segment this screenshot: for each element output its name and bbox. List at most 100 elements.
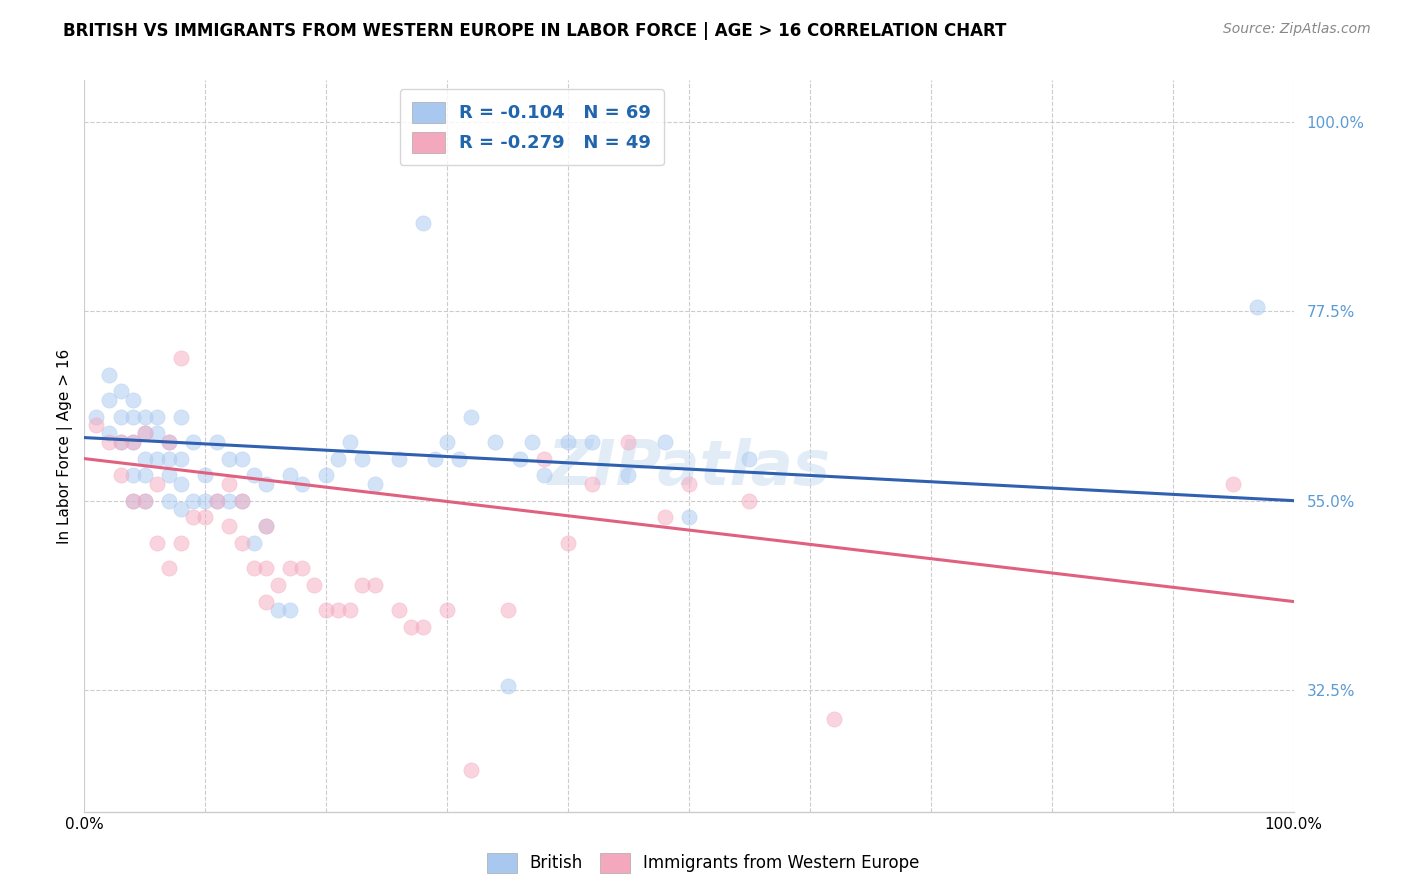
Point: [1222, 476, 1244, 491]
Point: [654, 510, 676, 524]
Point: [194, 493, 217, 508]
Point: [254, 519, 277, 533]
Point: [181, 510, 204, 524]
Point: [315, 468, 337, 483]
Point: [86, 417, 108, 432]
Point: [170, 476, 193, 491]
Point: [157, 451, 180, 466]
Point: [254, 594, 277, 608]
Point: [738, 493, 761, 508]
Point: [218, 493, 240, 508]
Point: [617, 434, 640, 449]
Point: [170, 502, 193, 516]
Point: [436, 603, 458, 617]
Point: [520, 434, 543, 449]
Point: [194, 468, 217, 483]
Point: [484, 434, 506, 449]
Point: [146, 409, 169, 424]
Point: [86, 409, 108, 424]
Point: [110, 384, 132, 399]
Point: [134, 426, 156, 441]
Point: [617, 468, 640, 483]
Point: [352, 578, 374, 592]
Point: [231, 451, 253, 466]
Point: [121, 409, 143, 424]
Point: [328, 603, 350, 617]
Point: [97, 392, 120, 407]
Point: [134, 451, 156, 466]
Point: [121, 493, 143, 508]
Point: [170, 535, 193, 549]
Point: [278, 561, 301, 575]
Point: [146, 535, 169, 549]
Point: [388, 451, 411, 466]
Point: [218, 519, 240, 533]
Point: [423, 451, 446, 466]
Point: [254, 519, 277, 533]
Point: [121, 434, 143, 449]
Point: [291, 476, 314, 491]
Point: [157, 434, 180, 449]
Text: ZIPatlas: ZIPatlas: [547, 438, 831, 498]
Point: [557, 434, 579, 449]
Point: [242, 535, 264, 549]
Point: [496, 603, 519, 617]
Point: [146, 451, 169, 466]
Point: [254, 561, 277, 575]
Point: [134, 493, 156, 508]
Point: [267, 603, 290, 617]
Point: [352, 451, 374, 466]
Point: [157, 468, 180, 483]
Point: [412, 620, 434, 634]
Point: [533, 451, 555, 466]
Point: [581, 476, 603, 491]
Point: [388, 603, 411, 617]
Y-axis label: In Labor Force | Age > 16: In Labor Force | Age > 16: [58, 349, 73, 543]
Point: [110, 409, 132, 424]
Point: [460, 763, 482, 777]
Point: [157, 434, 180, 449]
Point: [436, 434, 458, 449]
Point: [207, 434, 229, 449]
Point: [738, 451, 761, 466]
Point: [146, 476, 169, 491]
Point: [218, 476, 240, 491]
Point: [278, 603, 301, 617]
Point: [242, 561, 264, 575]
Point: [170, 451, 193, 466]
Point: [231, 493, 253, 508]
Point: [97, 368, 120, 382]
Point: [242, 468, 264, 483]
Point: [302, 578, 325, 592]
Point: [110, 434, 132, 449]
Point: [254, 476, 277, 491]
Point: [496, 679, 519, 693]
Point: [207, 493, 229, 508]
Point: [399, 620, 422, 634]
Point: [449, 451, 471, 466]
Point: [97, 426, 120, 441]
Point: [363, 578, 385, 592]
Point: [315, 603, 337, 617]
Point: [157, 561, 180, 575]
Legend: British, Immigrants from Western Europe: British, Immigrants from Western Europe: [479, 847, 927, 880]
Point: [121, 434, 143, 449]
Point: [678, 476, 700, 491]
Point: [328, 451, 350, 466]
Point: [581, 434, 603, 449]
Point: [121, 392, 143, 407]
Point: [1246, 300, 1268, 314]
Point: [157, 493, 180, 508]
Point: [134, 493, 156, 508]
Point: [412, 216, 434, 230]
Point: [110, 468, 132, 483]
Point: [291, 561, 314, 575]
Point: [654, 434, 676, 449]
Point: [231, 493, 253, 508]
Point: [134, 468, 156, 483]
Point: [134, 426, 156, 441]
Text: Source: ZipAtlas.com: Source: ZipAtlas.com: [1223, 22, 1371, 37]
Point: [181, 434, 204, 449]
Point: [267, 578, 290, 592]
Point: [278, 468, 301, 483]
